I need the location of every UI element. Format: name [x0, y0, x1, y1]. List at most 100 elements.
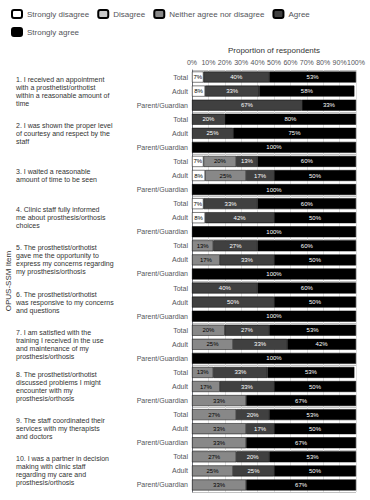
- svg-text:50%: 50%: [309, 384, 322, 390]
- svg-text:33%: 33%: [241, 257, 254, 263]
- svg-text:33%: 33%: [254, 341, 267, 347]
- svg-text:discussed problems I might: discussed problems I might: [16, 379, 101, 387]
- svg-text:60%: 60%: [301, 201, 314, 207]
- svg-text:Adult: Adult: [172, 214, 188, 221]
- svg-text:100%: 100%: [266, 144, 282, 150]
- svg-text:27%: 27%: [229, 243, 242, 249]
- svg-text:17%: 17%: [200, 384, 213, 390]
- svg-text:and questions: and questions: [16, 307, 60, 315]
- svg-text:50%: 50%: [309, 173, 322, 179]
- svg-text:33%: 33%: [213, 440, 226, 446]
- svg-text:50%: 50%: [267, 59, 281, 66]
- svg-text:Parent/Guardian: Parent/Guardian: [137, 397, 188, 404]
- svg-text:Parent/Guardian: Parent/Guardian: [137, 270, 188, 277]
- svg-text:60%: 60%: [301, 243, 314, 249]
- svg-text:9. The staff coordinated their: 9. The staff coordinated their: [16, 417, 106, 424]
- svg-text:Adult: Adult: [172, 130, 188, 137]
- svg-text:regarding my care and: regarding my care and: [16, 471, 86, 479]
- svg-text:27%: 27%: [208, 412, 221, 418]
- svg-text:10. I was a partner in decisio: 10. I was a partner in decision: [16, 455, 109, 463]
- svg-text:8%: 8%: [194, 173, 203, 179]
- svg-text:33%: 33%: [234, 369, 247, 375]
- svg-text:Total: Total: [173, 327, 188, 334]
- svg-text:33%: 33%: [213, 482, 226, 488]
- svg-text:Strongly agree: Strongly agree: [27, 28, 80, 37]
- svg-text:OPUS-SSM Item: OPUS-SSM Item: [4, 250, 13, 311]
- svg-text:6. The prosthetist/orthotist: 6. The prosthetist/orthotist: [16, 291, 97, 299]
- svg-text:7%: 7%: [193, 158, 202, 164]
- svg-text:Total: Total: [173, 74, 188, 81]
- svg-text:and maintenance of my: and maintenance of my: [16, 345, 89, 353]
- svg-text:27%: 27%: [208, 454, 221, 460]
- svg-text:Total: Total: [173, 411, 188, 418]
- svg-text:Parent/Guardian: Parent/Guardian: [137, 144, 188, 151]
- svg-text:67%: 67%: [241, 102, 254, 108]
- svg-text:53%: 53%: [307, 412, 320, 418]
- svg-text:Total: Total: [173, 453, 188, 460]
- svg-text:100%: 100%: [266, 187, 282, 193]
- svg-text:5. The prosthetist/orthotist: 5. The prosthetist/orthotist: [16, 244, 97, 252]
- svg-text:25%: 25%: [206, 341, 219, 347]
- svg-text:20%: 20%: [218, 59, 232, 66]
- svg-text:33%: 33%: [323, 102, 336, 108]
- svg-text:17%: 17%: [254, 426, 267, 432]
- svg-text:me about prosthesis/orthosis: me about prosthesis/orthosis: [16, 214, 106, 222]
- svg-text:80%: 80%: [316, 59, 330, 66]
- svg-text:40%: 40%: [251, 59, 265, 66]
- svg-text:Agree: Agree: [288, 10, 310, 19]
- svg-text:100%: 100%: [347, 59, 365, 66]
- svg-text:Proportion of respondents: Proportion of respondents: [228, 46, 320, 55]
- svg-text:Parent/Guardian: Parent/Guardian: [137, 355, 188, 362]
- svg-text:27%: 27%: [241, 327, 254, 333]
- svg-text:3. I waited a reasonable: 3. I waited a reasonable: [16, 168, 90, 175]
- svg-text:50%: 50%: [227, 299, 240, 305]
- svg-text:Parent/Guardian: Parent/Guardian: [137, 313, 188, 320]
- svg-text:25%: 25%: [220, 173, 233, 179]
- svg-text:0%: 0%: [187, 59, 197, 66]
- svg-text:and doctors: and doctors: [16, 433, 53, 440]
- svg-text:8%: 8%: [194, 88, 203, 94]
- svg-text:time: time: [16, 100, 29, 107]
- svg-text:33%: 33%: [226, 88, 239, 94]
- svg-text:13%: 13%: [197, 369, 210, 375]
- svg-text:25%: 25%: [206, 130, 219, 136]
- svg-text:Adult: Adult: [172, 383, 188, 390]
- svg-text:Parent/Guardian: Parent/Guardian: [137, 186, 188, 193]
- svg-text:amount of time to be seen: amount of time to be seen: [16, 176, 97, 183]
- svg-text:Adult: Adult: [172, 425, 188, 432]
- svg-text:prosthesis/orthosis: prosthesis/orthosis: [16, 353, 75, 361]
- svg-text:100%: 100%: [266, 229, 282, 235]
- svg-text:13%: 13%: [241, 158, 254, 164]
- svg-text:50%: 50%: [309, 299, 322, 305]
- svg-text:Neither agree nor disagree: Neither agree nor disagree: [169, 10, 265, 19]
- svg-text:choices: choices: [16, 222, 40, 229]
- svg-text:training I received in the use: training I received in the use: [16, 337, 104, 345]
- svg-text:making with clinic staff: making with clinic staff: [16, 463, 86, 471]
- svg-text:53%: 53%: [307, 454, 320, 460]
- svg-text:53%: 53%: [305, 369, 318, 375]
- svg-text:40%: 40%: [219, 285, 232, 291]
- svg-text:7%: 7%: [193, 201, 202, 207]
- svg-text:40%: 40%: [230, 74, 243, 80]
- svg-text:60%: 60%: [301, 158, 314, 164]
- svg-text:25%: 25%: [247, 468, 260, 474]
- svg-text:prosthesis/orthosis: prosthesis/orthosis: [16, 395, 75, 403]
- svg-text:50%: 50%: [309, 468, 322, 474]
- svg-text:gave me the opportunity to: gave me the opportunity to: [16, 252, 99, 260]
- svg-text:Parent/Guardian: Parent/Guardian: [137, 102, 188, 109]
- svg-text:70%: 70%: [300, 59, 314, 66]
- svg-text:50%: 50%: [309, 215, 322, 221]
- svg-text:33%: 33%: [241, 384, 254, 390]
- svg-text:60%: 60%: [301, 285, 314, 291]
- svg-text:20%: 20%: [202, 116, 215, 122]
- svg-text:Adult: Adult: [172, 341, 188, 348]
- svg-text:17%: 17%: [200, 257, 213, 263]
- svg-text:Total: Total: [173, 158, 188, 165]
- svg-text:42%: 42%: [316, 341, 329, 347]
- svg-text:53%: 53%: [307, 74, 320, 80]
- svg-text:8. The prosthetist/orthotist: 8. The prosthetist/orthotist: [16, 371, 97, 379]
- svg-text:of courtesy and respect by the: of courtesy and respect by the: [16, 130, 110, 138]
- svg-text:7. I am satisfied with the: 7. I am satisfied with the: [16, 329, 91, 336]
- svg-text:100%: 100%: [266, 313, 282, 319]
- svg-text:Total: Total: [173, 242, 188, 249]
